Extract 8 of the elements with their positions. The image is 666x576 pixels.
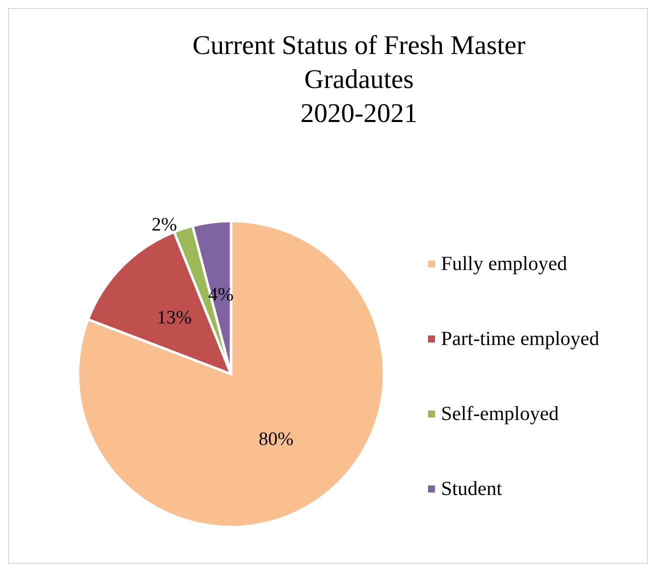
- data-label: 13%: [156, 308, 192, 329]
- legend-label: Self-employed: [441, 403, 559, 425]
- data-label: 2%: [152, 214, 178, 236]
- legend-label: Part-time employed: [441, 328, 600, 350]
- legend-label: Student: [441, 478, 503, 500]
- data-label: 80%: [258, 428, 294, 450]
- chart-title: Current Status of Fresh Master Gradautes 2020-2021: [192, 30, 526, 128]
- legend-label: Fully employed: [441, 253, 568, 275]
